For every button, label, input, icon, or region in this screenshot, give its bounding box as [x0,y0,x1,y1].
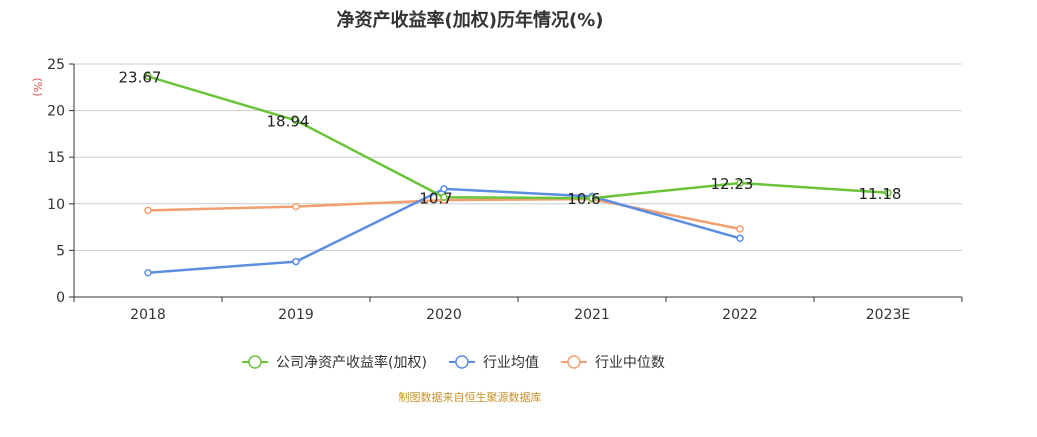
data-label: 18.94 [267,112,310,130]
series-line [147,75,889,200]
x-tick-label: 2020 [426,307,462,323]
y-tick-label: 25 [47,57,65,73]
x-tick-label: 2019 [278,307,314,323]
data-point [292,257,300,266]
data-point [292,116,300,125]
data-point [736,179,744,187]
legend-label: 行业中位数 [595,355,665,371]
data-point [292,202,300,211]
legend-label: 行业均值 [483,355,539,371]
legend-marker [567,355,581,369]
data-point [440,193,448,202]
y-tick-label: 20 [47,104,65,120]
legend-marker [455,355,469,369]
data-label: 11.18 [859,185,902,203]
data-point [144,206,152,215]
x-tick-label: 2021 [574,307,610,323]
data-point [736,225,744,233]
data-point [440,185,448,193]
data-point [144,269,152,277]
data-label: 23.67 [119,68,162,86]
data-label: 10.7 [419,189,452,207]
legend-item[interactable]: 行业均值 [448,355,539,371]
series-layer [144,72,892,277]
legend: 公司净资产收益率(加权) 行业均值 行业中位数 [242,354,665,371]
y-axis-label: (%) [31,77,44,96]
data-point [144,72,152,81]
axes: 0 5 10 15 20 25 2018 2019 2020 2021 2022 2023E [47,57,963,323]
data-labels: 23.67 18.94 10.7 10.6 12.23 11.18 [119,68,902,208]
data-point [736,234,744,243]
y-tick-label: 15 [47,150,65,166]
x-tick-label: 2022 [722,307,758,323]
x-tick-label: 2023E [866,307,910,323]
x-tick-label: 2018 [130,307,166,323]
y-tick-label: 0 [56,290,65,306]
legend-label: 公司净资产收益率(加权) [276,354,427,371]
legend-item[interactable]: 行业中位数 [560,355,665,371]
source-note: 制图数据来自恒生聚源数据库 [398,391,542,404]
data-label: 12.23 [711,175,754,193]
data-point [588,194,596,202]
y-tick-label: 5 [56,243,65,259]
data-label: 10.6 [567,190,600,208]
data-point [884,189,892,197]
chart-title: 净资产收益率(加权)历年情况(%) [336,10,604,31]
legend-marker [248,355,262,369]
y-tick-label: 10 [47,197,65,213]
legend-item[interactable]: 公司净资产收益率(加权) [242,354,427,371]
gridlines [74,63,962,251]
